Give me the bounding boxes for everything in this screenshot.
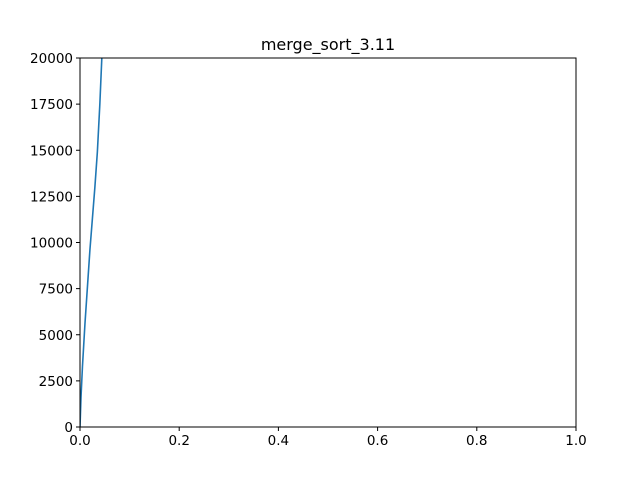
y-tick-label: 2500 [39,374,73,390]
x-tick-label: 0.4 [268,433,289,449]
x-tick-label: 0.8 [466,433,487,449]
y-tick-label: 7500 [39,282,73,298]
x-tick-label: 0.2 [168,433,189,449]
y-tick-label: 10000 [30,236,73,252]
series-line-0 [80,58,103,427]
series-layer [80,58,103,427]
y-tick-label: 5000 [39,328,73,344]
x-tick-label: 0.0 [69,433,90,449]
plot-frame [79,57,577,428]
x-tick-label: 1.0 [565,433,586,449]
y-axis: 0 2500 5000 7500 10000 12500 15000 17500 20000 [30,51,80,436]
chart-title: merge_sort_3.11 [261,35,395,55]
y-tick-label: 12500 [30,189,73,205]
y-tick-label: 0 [64,420,73,436]
x-axis: 0.0 0.2 0.4 0.6 0.8 1.0 [69,427,587,449]
x-tick-label: 0.6 [367,433,388,449]
y-tick-label: 20000 [30,51,73,67]
y-tick-label: 17500 [30,97,73,113]
y-tick-label: 15000 [30,143,73,159]
